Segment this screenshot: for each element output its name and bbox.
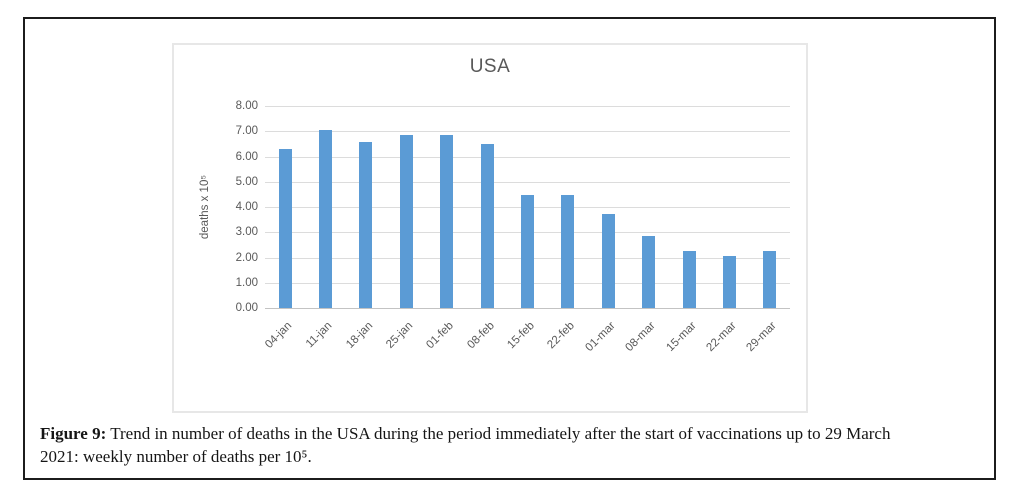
y-tick-label: 7.00 <box>235 125 258 138</box>
x-tick-label: 18-jan <box>344 319 376 351</box>
gridline <box>265 156 790 158</box>
y-tick-label: 8.00 <box>235 100 258 112</box>
x-tick-label: 08-mar <box>623 319 658 355</box>
x-axis-line <box>265 308 790 309</box>
x-tick-label: 11-jan <box>304 319 335 351</box>
bar <box>278 148 292 309</box>
x-tick-label: 22-mar <box>704 319 739 355</box>
bar <box>440 134 454 309</box>
y-tick-label: 0.00 <box>235 302 258 314</box>
bar <box>601 214 615 309</box>
bar <box>480 143 494 309</box>
bar <box>521 195 534 309</box>
bar <box>722 255 736 309</box>
bar <box>319 129 333 309</box>
y-tick-label: 5.00 <box>235 175 258 188</box>
x-tick-label: 01-feb <box>424 319 456 352</box>
y-tick-label: 6.00 <box>235 150 258 163</box>
figure-caption: Figure 9: Trend in number of deaths in t… <box>40 423 988 468</box>
bar <box>359 142 373 309</box>
gridline <box>265 131 790 133</box>
bar <box>763 250 777 309</box>
x-tick-label: 15-feb <box>505 319 537 352</box>
figure-frame: USA deaths x 10⁵ 0.00 1.00 2.00 3.00 4.00 5.0… <box>23 17 996 480</box>
caption-line-2: 2021: weekly number of deaths per 10⁵. <box>40 446 312 466</box>
y-tick-label: 2.00 <box>235 251 258 264</box>
chart-title: USA <box>469 56 511 77</box>
x-tick-label: 01-mar <box>583 319 618 355</box>
bar <box>682 250 696 309</box>
caption-text: Trend in number of deaths in the USA dur… <box>106 424 891 443</box>
x-tick-label: 29-mar <box>744 319 780 355</box>
x-tick-label: 22-feb <box>545 319 578 352</box>
x-axis-tick-labels: 04-jan 11-jan 18-jan 25-jan 01-feb 08-feb 15-f… <box>263 318 790 388</box>
gridline <box>265 106 790 107</box>
bar-chart: USA deaths x 10⁵ 0.00 1.00 2.00 3.00 4.00 5.0… <box>172 43 808 413</box>
x-tick-label: 25-jan <box>384 319 416 351</box>
x-tick-label: 04-jan <box>263 319 295 351</box>
figure-number-label: Figure 9: <box>40 424 107 443</box>
caption-line-1: Figure 9: Trend in number of deaths in t… <box>40 423 988 446</box>
x-tick-label: 08-feb <box>464 319 497 352</box>
y-tick-label: 3.00 <box>235 226 258 239</box>
gridline <box>265 181 790 183</box>
bar <box>561 195 575 309</box>
y-tick-label: 1.00 <box>235 276 258 289</box>
bar <box>399 134 413 309</box>
bar <box>642 235 656 309</box>
plot-area <box>265 106 790 309</box>
x-tick-label: 15-mar <box>664 319 699 355</box>
y-tick-label: 4.00 <box>235 201 258 213</box>
y-axis-tick-labels: 0.00 1.00 2.00 3.00 4.00 5.00 6.00 7.00 8.00 <box>174 45 258 411</box>
